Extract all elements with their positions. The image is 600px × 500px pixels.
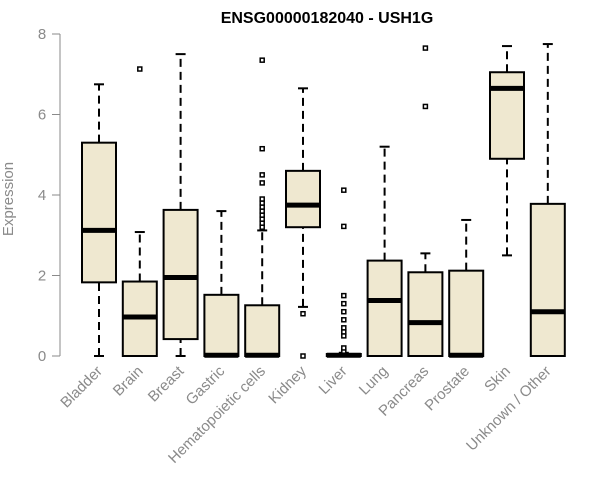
outlier-point [422, 45, 429, 51]
x-tick-label: Liver [316, 363, 351, 398]
outlier-point [341, 317, 347, 323]
outlier-point [137, 66, 143, 72]
box-liver [325, 187, 362, 358]
y-tick-label: 2 [38, 268, 46, 285]
y-axis-label: Expression [0, 162, 17, 236]
box-hematopoietic-cells [244, 57, 281, 358]
iqr-box [244, 304, 281, 358]
x-tick-label: Prostate [421, 363, 473, 415]
x-tick-label: Bladder [57, 363, 106, 412]
box-gastric [203, 210, 240, 358]
box-bladder [81, 83, 117, 357]
y-axis: 0 2 4 6 8 [38, 26, 61, 365]
box-breast [162, 53, 199, 357]
outlier-point [341, 292, 347, 299]
outlier-point [259, 57, 265, 63]
iqr-box [407, 271, 444, 357]
outlier-point [259, 196, 265, 202]
outlier-point [341, 325, 347, 331]
y-tick-label: 0 [38, 348, 46, 365]
outlier-point [300, 310, 306, 317]
outlier-point [341, 308, 347, 315]
y-tick-label: 4 [38, 187, 46, 204]
box-kidney [285, 87, 321, 359]
x-tick-label: Lung [356, 363, 392, 399]
iqr-box [366, 259, 403, 358]
box-series [81, 43, 566, 359]
x-tick-label: Brain [110, 363, 147, 400]
box-unknown-other [529, 43, 566, 357]
x-tick-label: Skin [481, 363, 514, 396]
outlier-point [300, 353, 306, 359]
iqr-box [162, 208, 199, 341]
iqr-box [489, 71, 525, 160]
outlier-point [422, 103, 429, 110]
iqr-box [203, 293, 240, 358]
box-skin [489, 45, 525, 257]
iqr-box [285, 169, 321, 229]
chart-title: ENSG00000182040 - USH1G [221, 10, 434, 27]
outlier-point [259, 172, 265, 178]
box-prostate [448, 218, 485, 358]
y-tick-label: 8 [38, 26, 46, 43]
outlier-point [259, 145, 265, 152]
iqr-box [529, 202, 566, 357]
box-lung [366, 145, 403, 358]
outlier-point [341, 187, 347, 193]
x-tick-label: Kidney [265, 362, 310, 407]
box-brain [121, 66, 158, 358]
iqr-box [448, 269, 485, 358]
iqr-box [81, 141, 117, 284]
outlier-point [341, 300, 347, 307]
x-tick-label: Breast [145, 362, 188, 405]
y-tick-label: 6 [38, 107, 46, 124]
outlier-point [259, 180, 265, 186]
outlier-point [341, 223, 347, 230]
outlier-point [341, 345, 347, 351]
box-pancreas [407, 45, 444, 357]
